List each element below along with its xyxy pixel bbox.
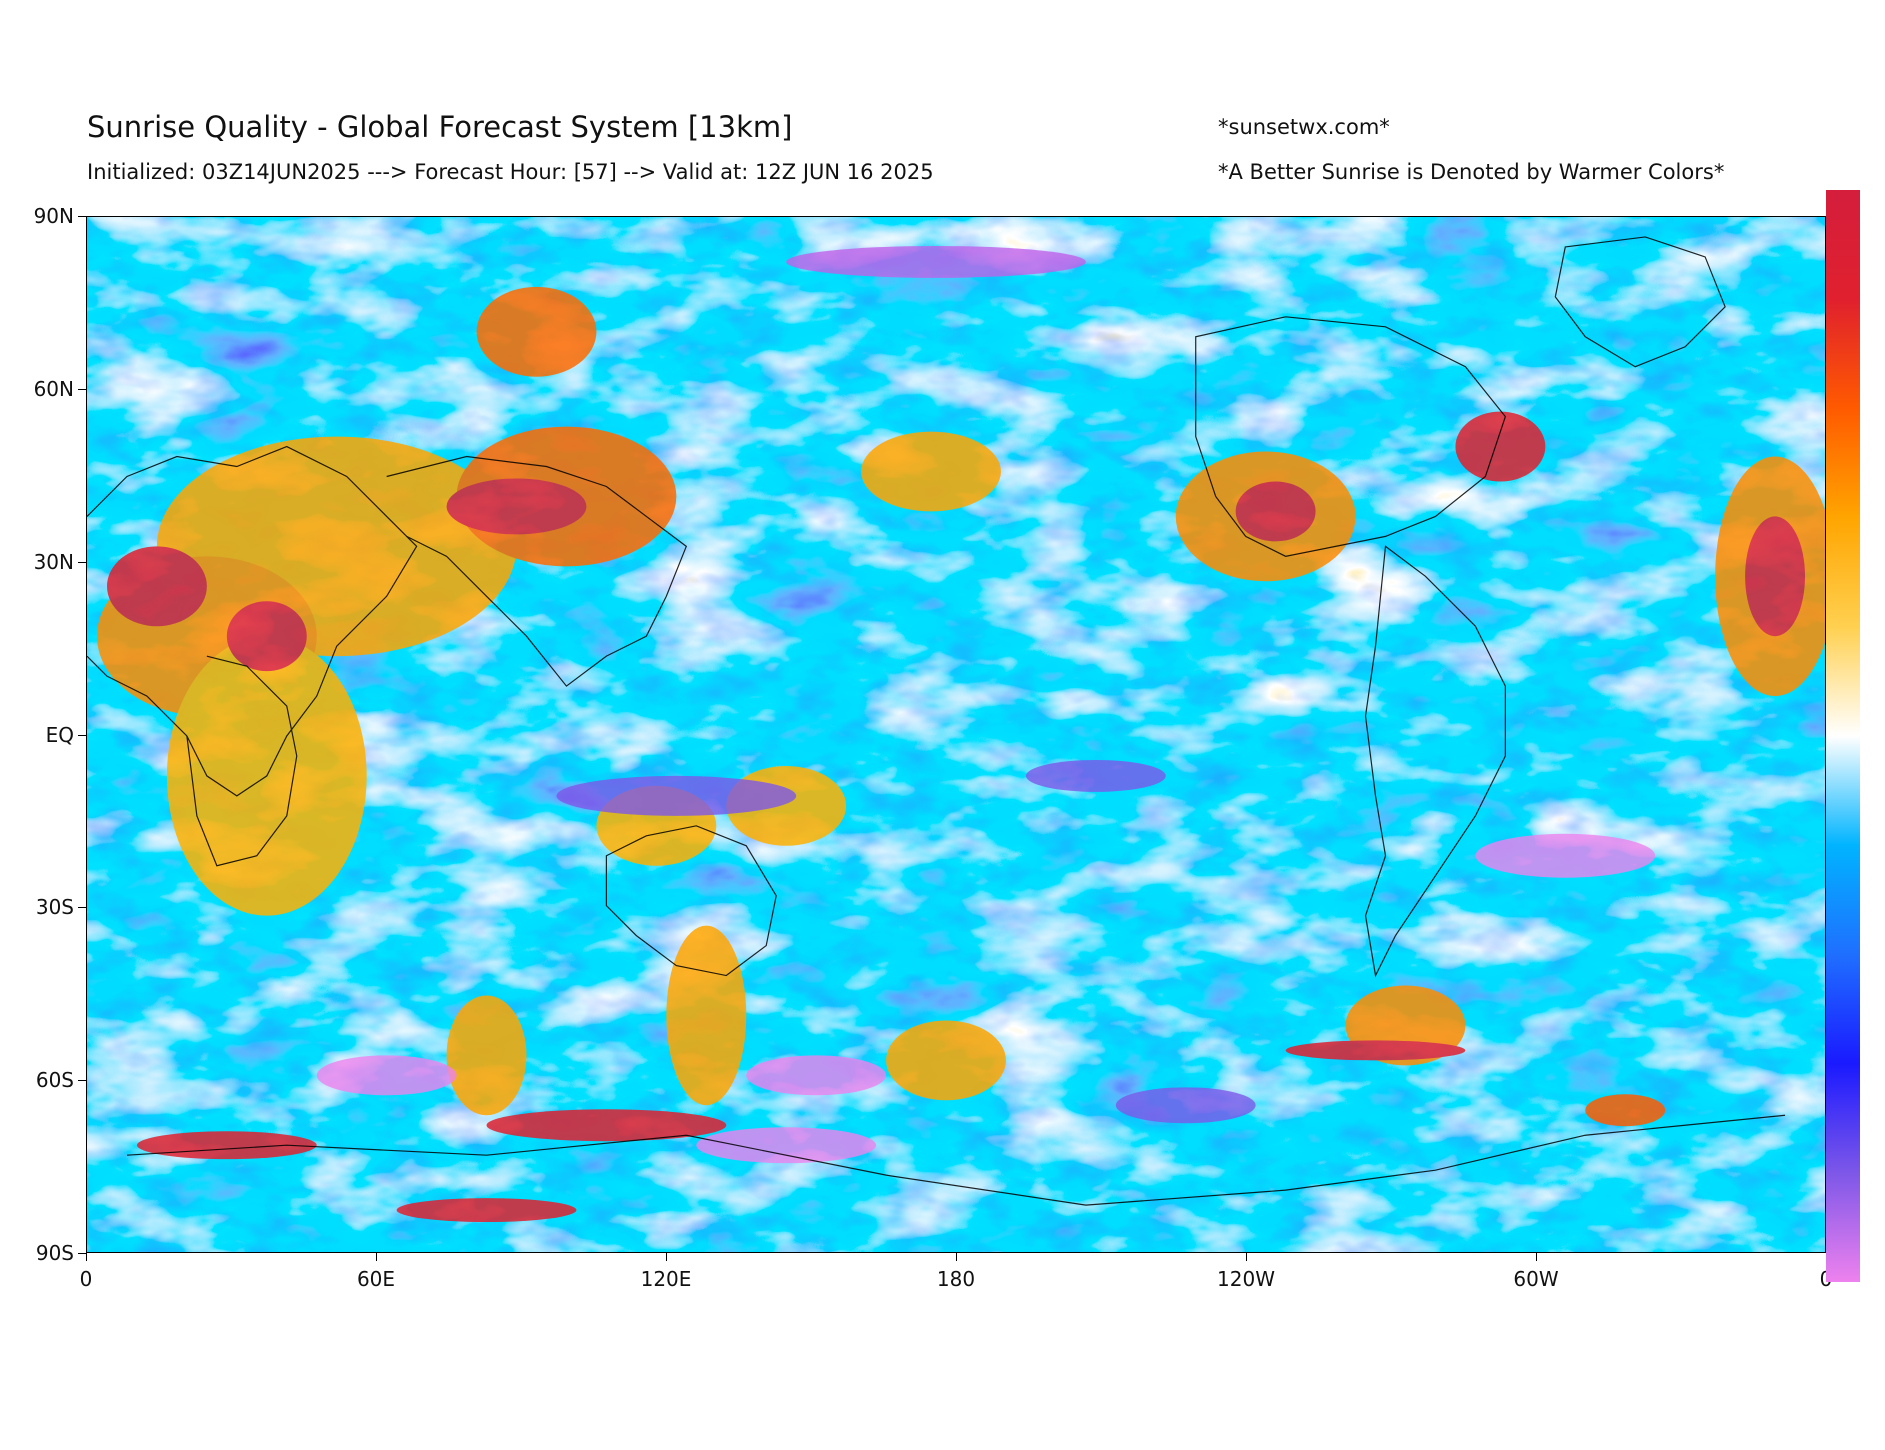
- latitude-label: 60N: [33, 376, 74, 401]
- longitude-tick: [86, 1253, 87, 1261]
- longitude-tick: [956, 1253, 957, 1261]
- forecast-info: Initialized: 03Z14JUN2025 ---> Forecast …: [87, 160, 934, 184]
- colorbar: [1826, 190, 1860, 1282]
- longitude-tick: [666, 1253, 667, 1261]
- warm-areas: [96, 286, 1825, 1223]
- forecast-map[interactable]: [86, 216, 1826, 1253]
- longitude-label: 0: [79, 1267, 93, 1291]
- latitude-label: 90S: [35, 1241, 74, 1265]
- latitude-label: 30S: [35, 895, 74, 920]
- longitude-tick: [1536, 1253, 1537, 1261]
- longitude-label: 120W: [1217, 1267, 1275, 1291]
- latitude-tick: [78, 1253, 86, 1254]
- latitude-tick: [78, 907, 86, 909]
- latitude-label: 90N: [33, 204, 74, 228]
- latitude-tick: [78, 1080, 86, 1082]
- latitude-tick: [78, 734, 86, 736]
- coastlines: [87, 236, 1786, 1206]
- longitude-label: 120E: [640, 1267, 692, 1291]
- latitude-tick: [78, 216, 86, 217]
- longitude-tick: [376, 1253, 377, 1261]
- forecast-map-field: [87, 217, 1825, 1252]
- longitude-tick: [1246, 1253, 1247, 1261]
- latitude-label: EQ: [45, 722, 74, 747]
- latitude-tick: [78, 388, 86, 390]
- latitude-tick: [78, 561, 86, 563]
- poor-areas: [316, 245, 1656, 1164]
- longitude-label: 180: [936, 1267, 976, 1291]
- latitude-label: 60S: [35, 1068, 74, 1093]
- chart-title: Sunrise Quality - Global Forecast System…: [87, 110, 793, 144]
- site-credit: *sunsetwx.com*: [1218, 115, 1390, 139]
- longitude-label: 60E: [356, 1267, 396, 1291]
- latitude-label: 30N: [33, 549, 74, 574]
- color-legend-note: *A Better Sunrise is Denoted by Warmer C…: [1218, 160, 1725, 184]
- longitude-label: 60W: [1513, 1267, 1559, 1291]
